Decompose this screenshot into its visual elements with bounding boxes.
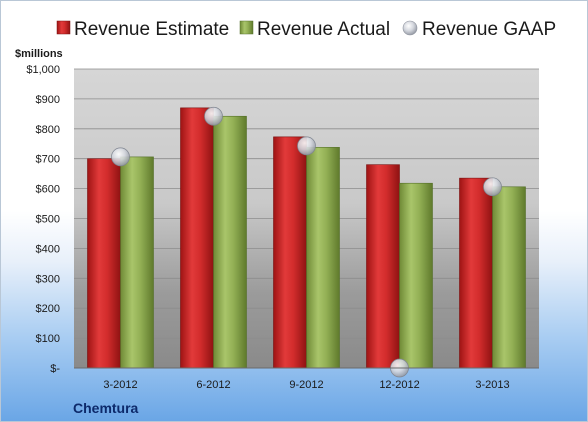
bars — [87, 107, 526, 369]
actual-bar — [213, 115, 247, 369]
y-tick-label: $1,000 — [26, 64, 60, 76]
x-tick-label: 6-2012 — [196, 379, 230, 391]
actual-bar — [306, 147, 340, 369]
estimate-bar — [459, 177, 493, 369]
y-axis-ticks: $- $100 $200 $300 $400 $500 $600 $700 $800 $900 $1… — [26, 64, 60, 375]
actual-bar — [492, 186, 526, 369]
y-tick-label: $800 — [36, 124, 60, 136]
y-axis-unit-label: $millions — [15, 48, 63, 60]
gaap-marker — [111, 147, 130, 167]
x-tick-label: 3-2013 — [475, 379, 509, 391]
gaap-marker — [483, 177, 502, 197]
gaap-marker — [204, 106, 223, 126]
y-tick-label: $300 — [36, 273, 60, 285]
legend-swatch-actual — [239, 20, 254, 35]
y-tick-label: $700 — [36, 154, 60, 166]
x-tick-label: 12-2012 — [379, 379, 419, 391]
y-tick-label: $400 — [36, 243, 60, 255]
legend-marker-gaap — [402, 20, 418, 36]
x-tick-label: 3-2012 — [103, 379, 137, 391]
legend-swatch-estimate — [56, 20, 71, 35]
actual-bar — [399, 182, 433, 369]
y-tick-label: $- — [50, 363, 60, 375]
y-tick-label: $100 — [36, 333, 60, 345]
actual-bar — [120, 156, 154, 369]
y-tick-label: $900 — [36, 94, 60, 106]
estimate-bar — [87, 158, 121, 369]
legend: Revenue Estimate Revenue Actual Revenue … — [56, 19, 556, 40]
legend-label-actual: Revenue Actual — [257, 19, 390, 40]
y-tick-label: $600 — [36, 184, 60, 196]
y-tick-label: $200 — [36, 303, 60, 315]
x-axis-ticks: 3-2012 6-2012 9-2012 12-2012 3-2013 — [103, 379, 509, 391]
legend-label-gaap: Revenue GAAP — [422, 19, 556, 40]
legend-label-estimate: Revenue Estimate — [74, 19, 229, 40]
estimate-bar — [273, 136, 307, 369]
y-tick-label: $500 — [36, 214, 60, 226]
company-name: Chemtura — [73, 400, 139, 416]
gaap-marker — [297, 136, 316, 156]
estimate-bar — [366, 164, 400, 369]
estimate-bar — [180, 107, 214, 369]
x-tick-label: 9-2012 — [289, 379, 323, 391]
